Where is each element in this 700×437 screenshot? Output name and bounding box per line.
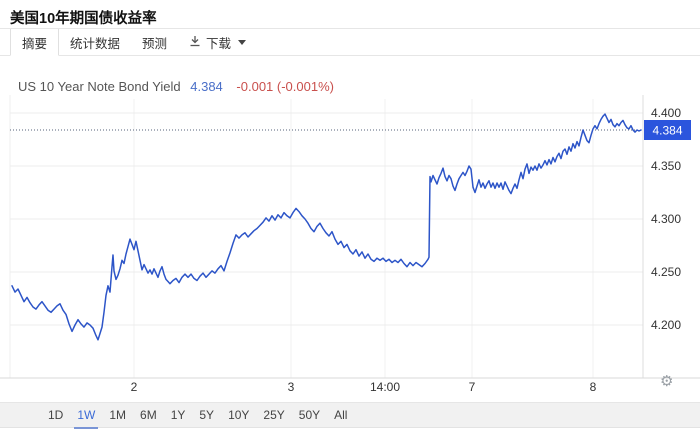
svg-text:14:00: 14:00 [370,380,400,394]
svg-text:4.350: 4.350 [651,159,681,173]
svg-text:2: 2 [131,380,138,394]
tab-download-label: 下载 [206,36,232,51]
range-button-all[interactable]: All [331,403,350,429]
tab-forecast[interactable]: 预测 [131,29,178,55]
range-selector: 1D 1W 1M 6M 1Y 5Y 10Y 25Y 50Y All [0,402,700,429]
svg-text:8: 8 [590,380,597,394]
range-button-1m[interactable]: 1M [106,403,129,429]
range-button-10y[interactable]: 10Y [225,403,252,429]
range-button-1d[interactable]: 1D [45,403,66,429]
page-title: 美国10年期国债收益率 [10,11,157,27]
range-button-25y[interactable]: 25Y [260,403,287,429]
tab-download[interactable]: 下载 [178,29,257,55]
series-change: -0.001 (-0.001%) [236,79,334,94]
tab-summary[interactable]: 摘要 [10,29,60,56]
svg-text:4.200: 4.200 [651,318,681,332]
tab-statistics-label: 统计数据 [70,36,121,51]
tab-statistics[interactable]: 统计数据 [59,29,131,55]
caret-down-icon [238,39,247,45]
svg-text:4.384: 4.384 [652,124,682,138]
chart-area: 2 3 14:00 7 8 4.400 4.350 4.300 4.250 4.200 4.384 [0,95,700,400]
range-button-1y[interactable]: 1Y [168,403,189,429]
range-button-6m[interactable]: 6M [137,403,160,429]
series-value: 4.384 [190,79,223,94]
svg-text:3: 3 [288,380,295,394]
series-name: US 10 Year Note Bond Yield [18,79,181,94]
svg-text:4.300: 4.300 [651,212,681,226]
svg-text:4.400: 4.400 [651,106,681,120]
range-button-50y[interactable]: 50Y [296,403,323,429]
range-button-5y[interactable]: 5Y [196,403,217,429]
tab-bar: 摘要 统计数据 预测 下载 [0,28,700,56]
chart-legend: US 10 Year Note Bond Yield 4.384 -0.001 … [18,79,334,94]
download-icon [189,35,201,50]
gear-icon[interactable]: ⚙ [660,373,674,390]
tab-forecast-label: 预测 [142,36,168,51]
yield-line-chart[interactable]: 2 3 14:00 7 8 4.400 4.350 4.300 4.250 4.200 4.384 [0,95,700,400]
svg-text:7: 7 [469,380,476,394]
range-button-1w[interactable]: 1W [74,403,99,429]
tab-summary-label: 摘要 [22,36,48,51]
svg-text:4.250: 4.250 [651,265,681,279]
